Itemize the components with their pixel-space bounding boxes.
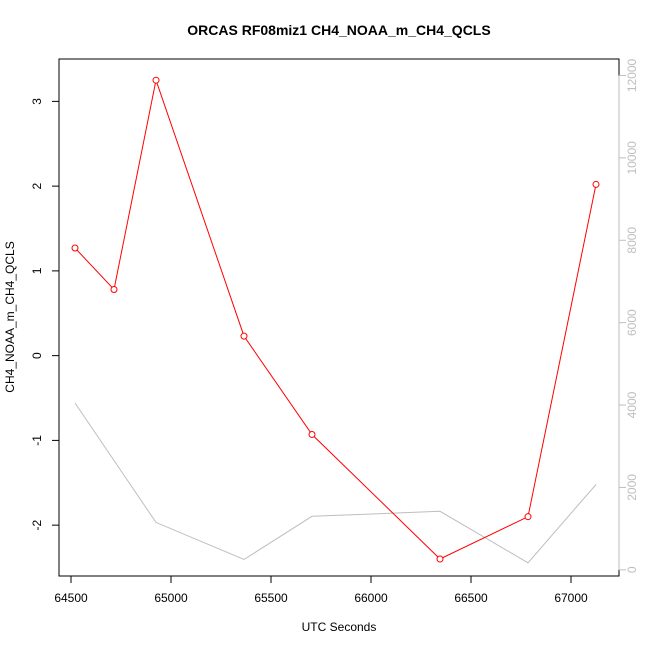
x-axis-label: UTC Seconds [302, 620, 377, 634]
data-point [308, 430, 316, 438]
data-point [592, 180, 600, 188]
left-axis-tick-label: -2 [30, 519, 44, 530]
left-axis-tick-label: 3 [30, 98, 44, 105]
y-axis-label: CH4_NOAA_m_CH4_QCLS [3, 241, 17, 392]
data-point [240, 332, 248, 340]
data-point [71, 244, 79, 252]
right-axis-tick-label: 10000 [625, 141, 639, 175]
chart-title: ORCAS RF08miz1 CH4_NOAA_m_CH4_QCLS [187, 22, 490, 38]
x-axis: 64500 65000 65500 66000 66500 67000 [54, 575, 588, 605]
right-y-axis: 0 2000 4000 6000 8000 10000 12000 [618, 58, 639, 573]
data-point [152, 76, 160, 84]
x-axis-tick-label: 66000 [354, 591, 388, 605]
right-axis-tick-label: 2000 [625, 474, 639, 501]
right-axis-tick-label: 0 [625, 566, 639, 573]
right-axis-tick-label: 8000 [625, 227, 639, 254]
x-axis-tick-label: 65500 [254, 591, 288, 605]
data-point [436, 555, 444, 563]
series-layer [71, 76, 600, 564]
right-series-line [74, 402, 597, 564]
right-axis-tick-label: 12000 [625, 58, 639, 92]
data-point [110, 286, 118, 294]
left-axis-tick-label: 0 [30, 352, 44, 359]
left-axis-tick-label: 2 [30, 182, 44, 189]
left-axis-tick-label: 1 [30, 267, 44, 274]
right-axis-tick-label: 6000 [625, 309, 639, 336]
x-axis-tick-label: 67000 [554, 591, 588, 605]
right-axis-tick-label: 4000 [625, 391, 639, 418]
x-axis-tick-label: 64500 [54, 591, 88, 605]
x-axis-tick-label: 65000 [154, 591, 188, 605]
x-axis-tick-label: 66500 [454, 591, 488, 605]
left-series-line [74, 78, 597, 560]
left-axis-tick-label: -1 [30, 435, 44, 446]
left-y-axis: -2 -1 0 1 2 3 [30, 98, 60, 530]
data-point [524, 513, 532, 521]
